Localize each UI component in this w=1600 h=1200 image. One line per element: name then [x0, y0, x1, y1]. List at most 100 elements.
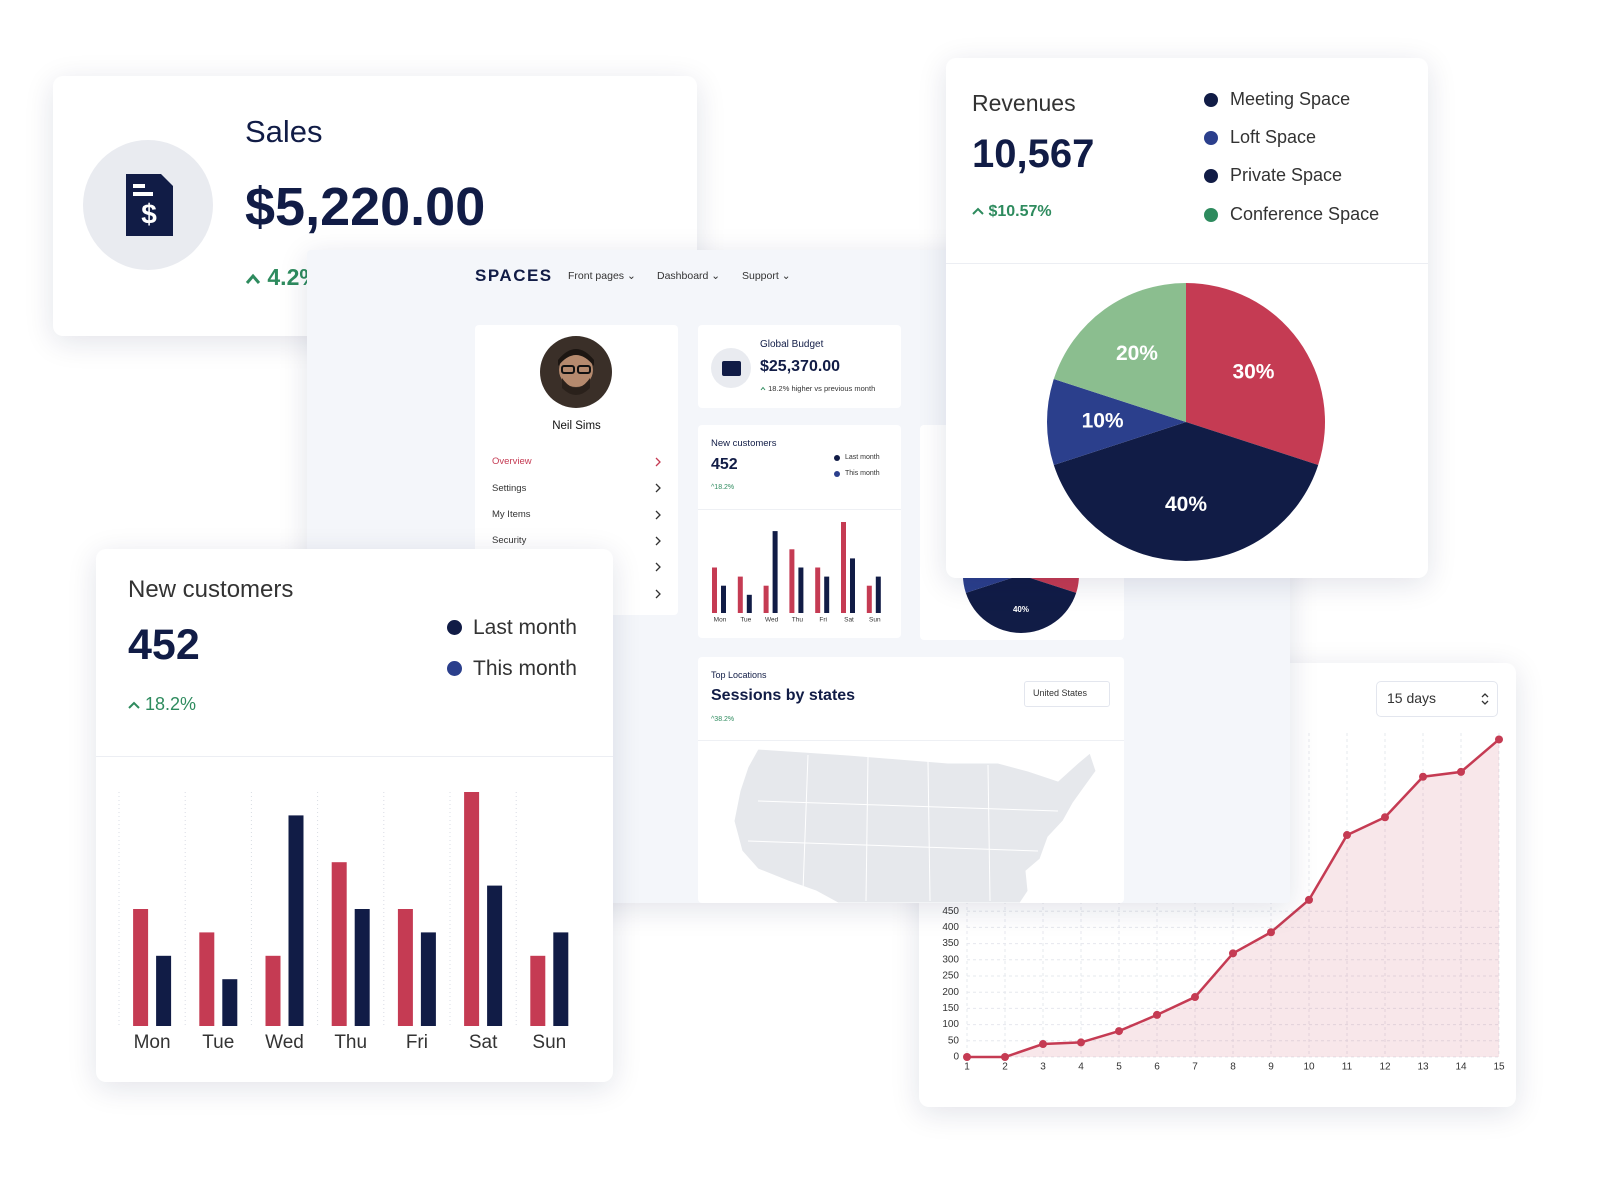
- card-title: Sessions by states: [711, 687, 856, 704]
- slice-label: 40%: [1013, 605, 1029, 614]
- nav-text: Support: [742, 270, 779, 282]
- bar: [815, 567, 821, 613]
- legend-text: This month: [473, 657, 577, 680]
- legend-dot: [1204, 131, 1218, 145]
- bar: [530, 955, 546, 1026]
- bar: [866, 585, 872, 613]
- x-tick-label: 7: [1192, 1062, 1198, 1073]
- legend-dot: [447, 620, 462, 635]
- slice-label: 10%: [1082, 410, 1124, 433]
- revenues-change-text: $10.57%: [988, 203, 1052, 220]
- y-tick-label: 100: [942, 1019, 959, 1030]
- card-change: 18.2%: [128, 694, 196, 715]
- customers-card: New customers 452 18.2% Last month This …: [96, 549, 613, 1082]
- card-title: New customers: [128, 576, 294, 603]
- days-select[interactable]: 15 days: [1376, 681, 1498, 717]
- bar: [397, 909, 413, 1026]
- line-point: [1153, 1010, 1161, 1019]
- x-tick-label: Wed: [265, 1032, 304, 1053]
- svg-text:$: $: [141, 198, 157, 229]
- divider: [698, 509, 901, 510]
- x-tick-label: Fri: [819, 617, 827, 624]
- card-change-text: 18.2%: [714, 484, 735, 491]
- bar: [199, 932, 215, 1026]
- menu-item[interactable]: My Items: [492, 509, 531, 520]
- bar: [133, 909, 149, 1026]
- budget-title: Global Budget: [760, 339, 824, 350]
- x-tick-label: 4: [1078, 1062, 1084, 1073]
- bar: [265, 955, 281, 1026]
- y-tick-label: 0: [953, 1052, 959, 1063]
- pie-slice: [965, 575, 1077, 633]
- slice-label: 30%: [1232, 361, 1274, 384]
- x-tick-label: Tue: [740, 617, 751, 624]
- caret-icon: [245, 273, 261, 284]
- divider: [96, 756, 613, 757]
- y-tick-label: 150: [942, 1003, 959, 1014]
- y-tick-label: 50: [948, 1035, 960, 1046]
- line-point: [1229, 949, 1237, 958]
- budget-card: Global Budget $25,370.00 18.2% higher vs…: [698, 325, 901, 408]
- x-tick-label: Sat: [469, 1032, 498, 1053]
- budget-note-text: 18.2% higher vs previous month: [768, 384, 876, 393]
- caret-icon: [760, 386, 766, 391]
- nav-item[interactable]: Dashboard ⌄: [657, 270, 721, 282]
- x-tick-label: 15: [1493, 1062, 1505, 1073]
- bar: [222, 979, 238, 1026]
- line-point: [1001, 1053, 1009, 1061]
- menu-item[interactable]: Security: [492, 535, 527, 546]
- x-tick-label: 11: [1342, 1062, 1353, 1073]
- small-customers-card: New customers 452 ^18.2% Last month This…: [698, 425, 901, 638]
- line-point: [1305, 895, 1313, 904]
- bar: [798, 567, 804, 613]
- brand-logo[interactable]: SPACES: [475, 266, 553, 285]
- y-tick-label: 300: [942, 954, 959, 965]
- bar: [712, 567, 717, 613]
- x-tick-label: 9: [1268, 1062, 1274, 1073]
- legend-text: Conference Space: [1230, 204, 1380, 224]
- menu-item[interactable]: Settings: [492, 483, 527, 494]
- card-value: 452: [128, 621, 200, 669]
- y-tick-label: 200: [942, 987, 959, 998]
- card-label: Top Locations: [711, 670, 767, 680]
- nav-text: Front pages: [568, 270, 625, 282]
- line-point: [1419, 772, 1427, 781]
- legend-text: Loft Space: [1230, 127, 1317, 147]
- pie-slice: [1186, 283, 1325, 465]
- x-tick-label: Sat: [844, 617, 854, 624]
- us-map: [733, 748, 1097, 903]
- card-change-text: 38.2%: [714, 716, 735, 723]
- pie-chart: 30% 40% 10% 20%: [1047, 283, 1325, 562]
- legend-dot: [834, 455, 840, 461]
- sessions-map-card: Top Locations Sessions by states ^38.2% …: [698, 657, 1124, 903]
- legend-text: Last month: [473, 616, 577, 639]
- nav-item[interactable]: Front pages ⌄: [568, 270, 636, 282]
- menu-item[interactable]: Overview: [492, 456, 532, 467]
- x-tick-label: 2: [1002, 1062, 1008, 1073]
- slice-label: 20%: [1116, 342, 1158, 365]
- country-select[interactable]: United States: [1024, 681, 1110, 707]
- x-tick-label: 10: [1303, 1062, 1315, 1073]
- line-area: [967, 739, 1499, 1057]
- pie-slice: [1047, 379, 1186, 465]
- nav-item[interactable]: Support ⌄: [742, 270, 791, 282]
- bar: [772, 531, 778, 613]
- bar-chart: Mon Tue Wed Thu Fri Sat Sun: [118, 792, 569, 1053]
- bar: [553, 932, 569, 1026]
- y-tick-label: 400: [942, 922, 959, 933]
- x-tick-label: 12: [1379, 1062, 1391, 1073]
- legend-dot: [447, 661, 462, 676]
- sales-card: $ Sales $5,220.00 4.2%: [53, 76, 697, 336]
- bar: [721, 585, 726, 613]
- line-point: [1039, 1040, 1047, 1049]
- x-tick-label: Mon: [714, 617, 727, 624]
- x-tick-label: 6: [1154, 1062, 1160, 1073]
- x-tick-label: 3: [1040, 1062, 1046, 1073]
- x-tick-label: 14: [1455, 1062, 1467, 1073]
- x-tick-label: 1: [964, 1062, 970, 1073]
- x-tick-label: Sun: [532, 1032, 566, 1053]
- x-tick-label: Mon: [134, 1032, 171, 1053]
- bar: [354, 909, 370, 1026]
- y-tick-label: 250: [942, 971, 959, 982]
- x-tick-label: 8: [1230, 1062, 1236, 1073]
